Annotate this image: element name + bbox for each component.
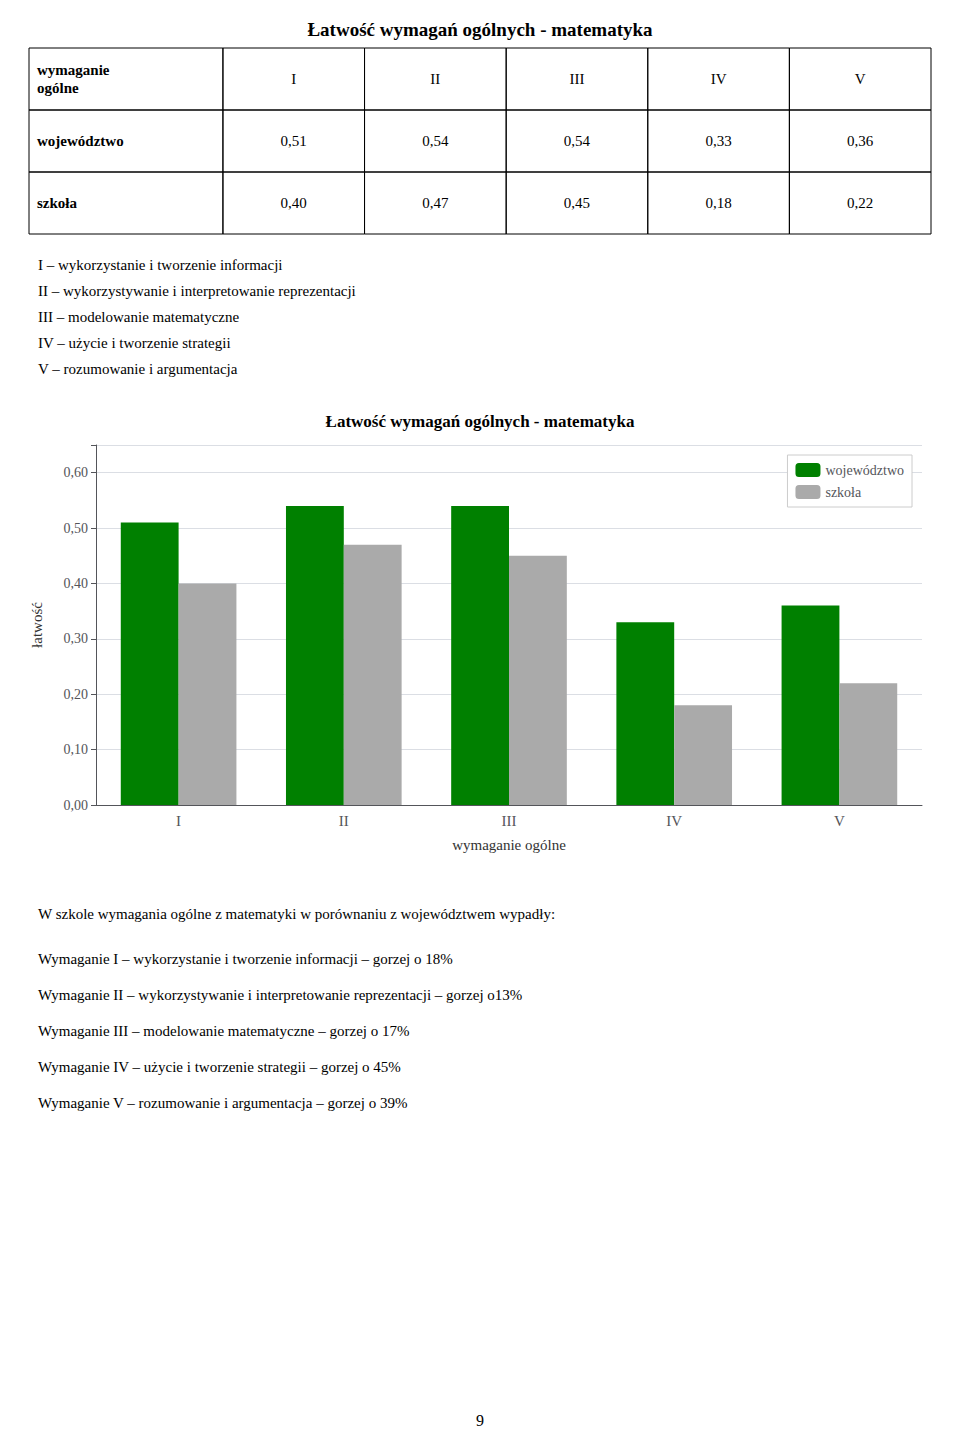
svg-text:0,30: 0,30 (64, 631, 89, 646)
svg-text:wymaganie: wymaganie (37, 62, 110, 78)
svg-text:wymaganie ogólne: wymaganie ogólne (452, 837, 566, 853)
svg-text:0,50: 0,50 (64, 521, 89, 536)
svg-text:szkoła: szkoła (825, 485, 862, 500)
svg-text:0,18: 0,18 (705, 195, 731, 211)
svg-text:Wymaganie V – rozumowanie i ar: Wymaganie V – rozumowanie i argumentacja… (38, 1095, 407, 1111)
svg-text:V – rozumowanie i argumentacja: V – rozumowanie i argumentacja (38, 361, 238, 377)
svg-text:Wymaganie III – modelowanie ma: Wymaganie III – modelowanie matematyczne… (38, 1023, 409, 1039)
svg-text:IV: IV (711, 71, 727, 87)
svg-text:V: V (855, 71, 866, 87)
svg-text:0,10: 0,10 (64, 742, 89, 757)
svg-text:IV – użycie i tworzenie strate: IV – użycie i tworzenie strategii (38, 335, 231, 351)
svg-text:Wymaganie I – wykorzystanie i: Wymaganie I – wykorzystanie i tworzenie … (38, 951, 453, 967)
svg-text:III: III (569, 71, 584, 87)
svg-text:województwo: województwo (825, 463, 904, 478)
svg-text:Wymaganie II – wykorzystywanie: Wymaganie II – wykorzystywanie i interpr… (38, 987, 522, 1003)
svg-text:Łatwość wymagań ogólnych - mat: Łatwość wymagań ogólnych - matematyka (307, 19, 653, 40)
svg-text:Wymaganie IV – użycie i tworze: Wymaganie IV – użycie i tworzenie strate… (38, 1059, 401, 1075)
svg-text:0,22: 0,22 (847, 195, 873, 211)
svg-text:IV: IV (666, 813, 682, 829)
svg-text:0,47: 0,47 (422, 195, 449, 211)
svg-text:I: I (291, 71, 296, 87)
svg-text:0,40: 0,40 (281, 195, 307, 211)
svg-text:I: I (176, 813, 181, 829)
svg-text:0,00: 0,00 (64, 798, 89, 813)
svg-text:0,33: 0,33 (705, 133, 731, 149)
svg-text:II – wykorzystywanie i interpr: II – wykorzystywanie i interpretowanie r… (38, 283, 356, 299)
svg-text:III – modelowanie matematyczne: III – modelowanie matematyczne (38, 309, 240, 325)
svg-text:łatwość: łatwość (29, 602, 45, 648)
svg-text:0,40: 0,40 (64, 576, 89, 591)
svg-text:0,54: 0,54 (422, 133, 449, 149)
svg-text:II: II (430, 71, 440, 87)
svg-text:II: II (339, 813, 349, 829)
svg-text:III: III (502, 813, 517, 829)
svg-text:0,20: 0,20 (64, 687, 89, 702)
svg-text:ogólne: ogólne (37, 80, 79, 96)
svg-text:W szkole wymagania ogólne z ma: W szkole wymagania ogólne z matematyki w… (38, 906, 555, 922)
svg-text:V: V (834, 813, 845, 829)
svg-text:0,45: 0,45 (564, 195, 590, 211)
svg-text:9: 9 (476, 1412, 484, 1429)
svg-text:szkoła: szkoła (37, 195, 78, 211)
svg-text:0,51: 0,51 (281, 133, 307, 149)
svg-text:0,36: 0,36 (847, 133, 874, 149)
svg-text:województwo: województwo (37, 133, 124, 149)
svg-text:I – wykorzystanie i tworzenie: I – wykorzystanie i tworzenie informacji (38, 257, 283, 273)
svg-text:Łatwość wymagań ogólnych - mat: Łatwość wymagań ogólnych - matematyka (326, 412, 635, 431)
svg-text:0,60: 0,60 (64, 465, 89, 480)
svg-text:0,54: 0,54 (564, 133, 591, 149)
